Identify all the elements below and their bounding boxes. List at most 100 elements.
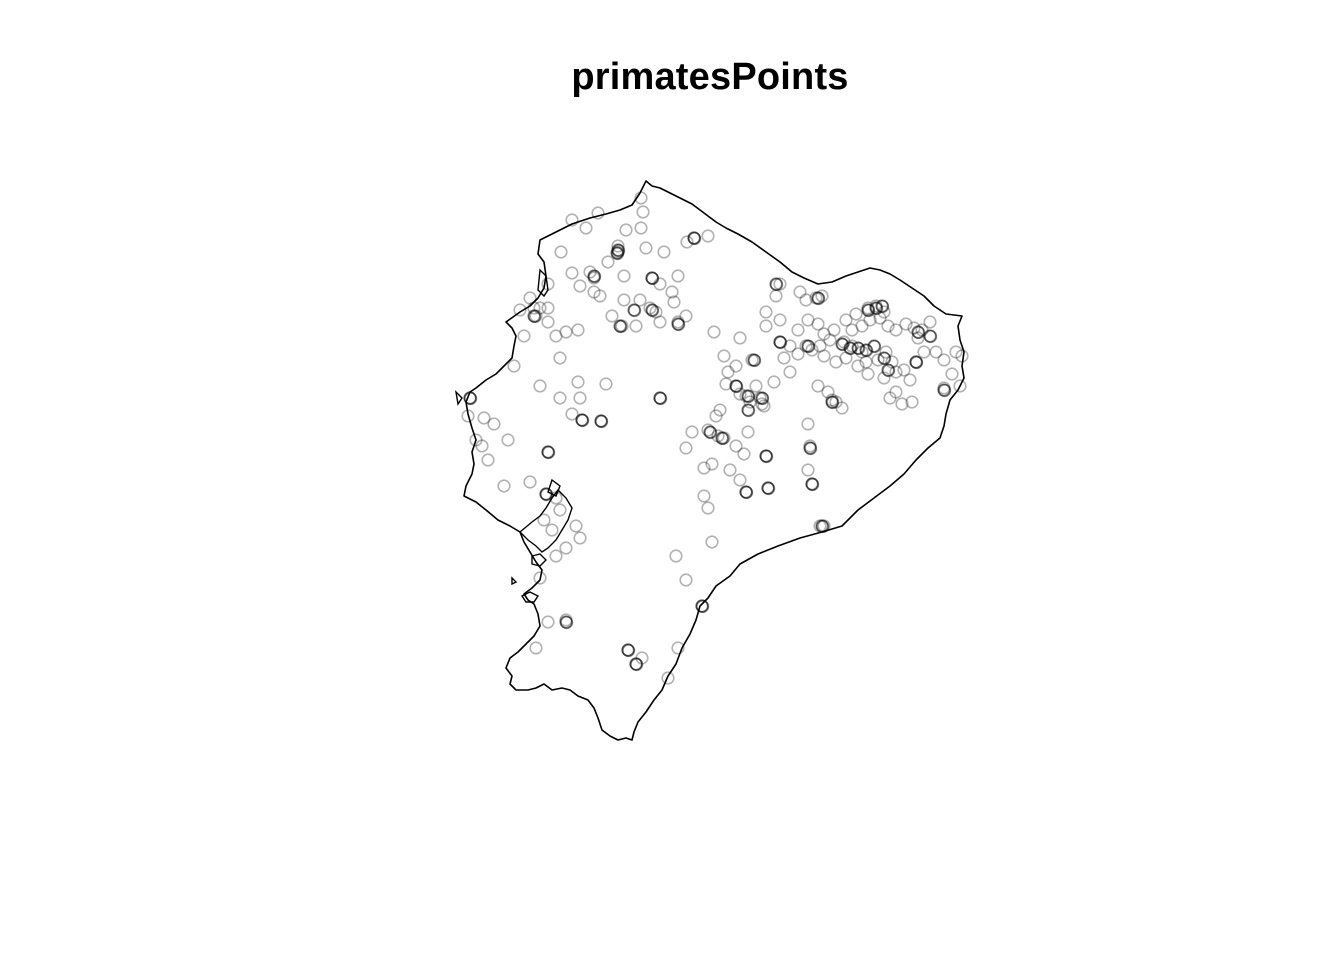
occurrence-point [594, 414, 609, 429]
occurrence-point [613, 319, 627, 333]
occurrence-point [461, 409, 475, 423]
occurrence-point [533, 571, 547, 585]
occurrence-point [481, 453, 495, 467]
occurrence-point [541, 301, 555, 315]
occurrence-point [741, 403, 756, 418]
occurrence-point [669, 549, 683, 563]
occurrence-point [579, 221, 593, 235]
occurrence-point [855, 345, 869, 359]
occurrence-point [793, 285, 807, 299]
occurrence-point [701, 229, 715, 243]
occurrence-point [729, 379, 743, 393]
occurrence-point [610, 246, 625, 261]
occurrence-point [719, 377, 733, 391]
occurrence-point [583, 265, 597, 279]
occurrence-point [867, 339, 882, 354]
occurrence-point [559, 325, 573, 339]
occurrence-point [569, 519, 583, 533]
occurrence-point [773, 335, 788, 350]
occurrence-point [825, 393, 839, 407]
occurrence-point [759, 319, 773, 333]
occurrence-point [911, 331, 925, 345]
occurrence-point [855, 319, 869, 333]
occurrence-point [529, 641, 543, 655]
occurrence-point [587, 269, 602, 284]
occurrence-point [707, 325, 721, 339]
occurrence-point [629, 657, 643, 671]
occurrence-point [869, 301, 884, 316]
occurrence-point [633, 293, 647, 307]
occurrence-point [513, 303, 527, 317]
occurrence-point [517, 329, 531, 343]
occurrence-point [881, 319, 895, 333]
occurrence-point [701, 423, 715, 437]
occurrence-point [527, 309, 542, 324]
occurrence-point [745, 353, 759, 367]
occurrence-point [811, 379, 825, 393]
occurrence-point [487, 417, 501, 431]
occurrence-point [811, 291, 825, 305]
occurrence-point [671, 641, 685, 655]
occurrence-point [615, 319, 629, 333]
plot-title: primatesPoints [571, 56, 849, 98]
occurrence-point [871, 353, 885, 367]
occurrence-point [835, 401, 849, 415]
occurrence-point [843, 341, 857, 355]
occurrence-point [875, 299, 890, 314]
occurrence-point [541, 445, 555, 459]
occurrence-point [837, 335, 851, 349]
occurrence-point [805, 477, 820, 492]
occurrence-point [869, 301, 883, 315]
occurrence-point [469, 433, 483, 447]
occurrence-point [801, 339, 816, 354]
occurrence-point [733, 473, 747, 487]
occurrence-point [859, 355, 873, 369]
occurrence-point [565, 407, 579, 421]
occurrence-point [703, 425, 718, 440]
occurrence-point [717, 349, 731, 363]
occurrence-point [803, 441, 817, 455]
occurrence-point [909, 355, 923, 369]
occurrence-point [877, 371, 891, 385]
occurrence-point [680, 235, 694, 249]
occurrence-point [805, 477, 819, 491]
occurrence-point [587, 285, 601, 299]
occurrence-point [799, 293, 813, 307]
occurrence-point [639, 241, 653, 255]
occurrence-point [627, 303, 641, 317]
occurrence-point [687, 231, 701, 245]
occurrence-point [811, 291, 826, 306]
occurrence-point [889, 323, 903, 337]
occurrence-point [869, 299, 883, 313]
occurrence-point [739, 389, 753, 403]
occurrence-point [815, 519, 829, 533]
occurrence-point [909, 355, 923, 369]
occurrence-point [634, 221, 648, 235]
occurrence-point [715, 431, 730, 446]
occurrence-point [653, 391, 667, 405]
occurrence-point [823, 333, 837, 347]
occurrence-point [801, 339, 815, 353]
gulf-coast-detail [454, 268, 573, 603]
occurrence-point [594, 414, 608, 428]
occurrence-point [701, 501, 715, 515]
occurrence-point [553, 391, 567, 405]
occurrence-point [749, 379, 763, 393]
occurrence-point [811, 317, 825, 331]
occurrence-point [575, 413, 589, 427]
occurrence-point [559, 541, 573, 555]
occurrence-point [501, 433, 515, 447]
occurrence-point [953, 379, 967, 393]
occurrence-point [827, 323, 841, 337]
occurrence-point [697, 489, 711, 503]
occurrence-point [739, 485, 754, 500]
occurrence-point [873, 311, 887, 325]
occurrence-point [937, 383, 951, 397]
occurrence-point [553, 503, 567, 517]
occurrence-point [741, 389, 756, 404]
occurrence-point [729, 439, 743, 453]
occurrence-point [527, 301, 541, 315]
occurrence-point [881, 363, 895, 377]
occurrence-point [747, 353, 762, 368]
occurrence-point [619, 223, 633, 237]
